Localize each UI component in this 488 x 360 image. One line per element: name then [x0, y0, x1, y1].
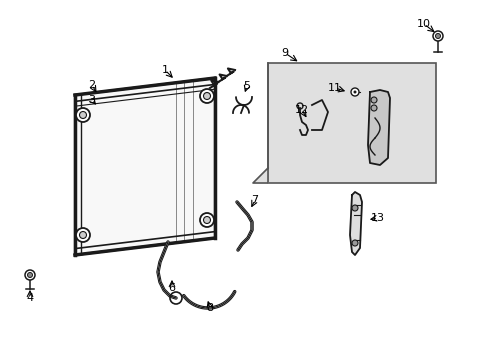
Circle shape — [200, 89, 214, 103]
Circle shape — [80, 231, 86, 238]
Polygon shape — [349, 192, 361, 255]
Polygon shape — [75, 78, 215, 255]
Text: 4: 4 — [26, 293, 34, 303]
Text: 12: 12 — [294, 105, 308, 115]
Polygon shape — [367, 90, 389, 165]
Circle shape — [27, 273, 32, 278]
Circle shape — [370, 97, 376, 103]
Circle shape — [200, 213, 214, 227]
Circle shape — [370, 105, 376, 111]
Circle shape — [350, 88, 358, 96]
Circle shape — [351, 240, 357, 246]
Text: 10: 10 — [416, 19, 430, 29]
Text: 5: 5 — [243, 81, 250, 91]
Circle shape — [76, 228, 90, 242]
Text: 8: 8 — [206, 303, 213, 313]
Circle shape — [80, 112, 86, 118]
Text: 3: 3 — [88, 95, 95, 105]
Text: 2: 2 — [88, 80, 95, 90]
Circle shape — [76, 108, 90, 122]
Circle shape — [435, 33, 440, 39]
Text: 13: 13 — [370, 213, 384, 223]
Circle shape — [203, 216, 210, 224]
Circle shape — [203, 93, 210, 99]
Text: 11: 11 — [327, 83, 341, 93]
Circle shape — [25, 270, 35, 280]
Text: 1: 1 — [161, 65, 168, 75]
Text: 7: 7 — [251, 195, 258, 205]
FancyBboxPatch shape — [267, 63, 435, 183]
Circle shape — [353, 90, 356, 94]
Polygon shape — [252, 168, 267, 183]
Text: 9: 9 — [281, 48, 288, 58]
Circle shape — [432, 31, 442, 41]
Text: 6: 6 — [168, 283, 175, 293]
Circle shape — [351, 205, 357, 211]
